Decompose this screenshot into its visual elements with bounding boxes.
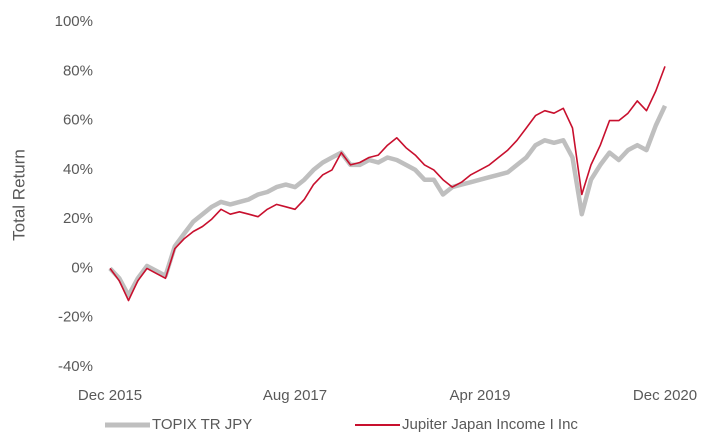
y-tick-label: 0% xyxy=(71,259,93,276)
y-tick-label: 80% xyxy=(63,62,93,79)
y-tick-label: -20% xyxy=(58,309,93,326)
series-line xyxy=(108,104,668,298)
y-tick-label: 100% xyxy=(55,13,93,30)
y-axis-label: Total Return xyxy=(9,149,28,241)
series-line xyxy=(109,66,666,302)
y-tick-label: 20% xyxy=(63,210,93,227)
x-tick-label: Aug 2017 xyxy=(263,387,327,404)
y-tick-label: -40% xyxy=(58,358,93,375)
y-tick-label: 40% xyxy=(63,161,93,178)
x-tick-label: Dec 2020 xyxy=(633,387,697,404)
legend-label: Jupiter Japan Income I Inc xyxy=(402,416,578,433)
y-tick-label: 60% xyxy=(63,112,93,129)
x-tick-label: Dec 2015 xyxy=(78,387,142,404)
x-tick-label: Apr 2019 xyxy=(450,387,511,404)
legend-label: TOPIX TR JPY xyxy=(152,416,252,433)
